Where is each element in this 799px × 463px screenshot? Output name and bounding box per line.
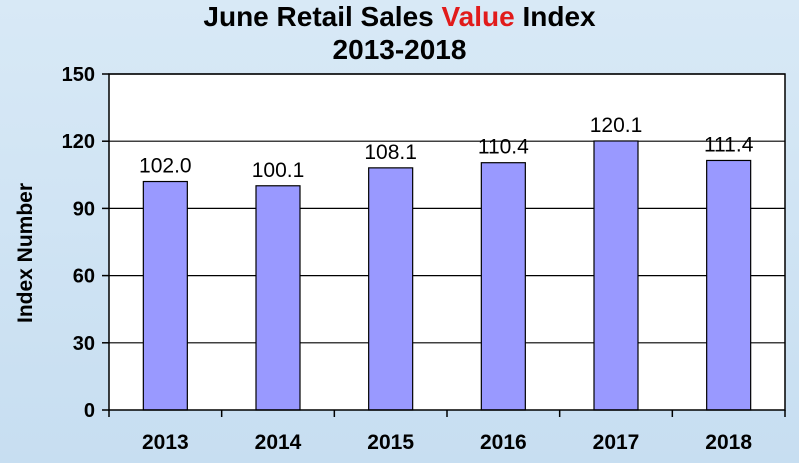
value-label-2017: 120.1 — [590, 114, 643, 137]
bar-2016 — [480, 162, 526, 411]
plot-border — [108, 73, 786, 411]
y-axis-label: Index Number — [14, 183, 37, 323]
x-tick-label-2014: 2014 — [255, 431, 302, 454]
y-tick-label-120: 120 — [62, 131, 95, 153]
y-tick-label-150: 150 — [62, 64, 95, 86]
bar-2015 — [368, 167, 414, 411]
chart-title-accent: Value — [441, 1, 515, 32]
chart-title-part1: June Retail Sales — [203, 1, 434, 32]
plot-background — [109, 74, 785, 410]
bars-group — [142, 140, 752, 411]
value-label-2018: 111.4 — [704, 133, 754, 156]
x-tick-label-2013: 2013 — [142, 431, 189, 454]
chart-title-line2: 2013-2018 — [332, 34, 467, 65]
x-tick-label-2016: 2016 — [480, 431, 527, 454]
value-labels-group: 102.0 100.1 108.1 110.4 120.1 111.4 — [139, 114, 754, 182]
x-tick-label-2018: 2018 — [705, 431, 752, 454]
y-tick-label-90: 90 — [73, 198, 95, 220]
y-tick-label-60: 60 — [73, 266, 95, 288]
chart-title-part2: Index — [522, 1, 596, 32]
value-label-2016: 110.4 — [478, 136, 529, 159]
x-tick-label-2017: 2017 — [593, 431, 640, 454]
bar-2018 — [706, 159, 752, 411]
chart-title-line1: June Retail Sales Value Index — [0, 0, 799, 33]
axes-group: 0 30 60 90 120 150 2013 2014 2015 2016 2017 2018 — [62, 64, 786, 454]
bar-2014 — [255, 185, 301, 411]
value-label-2015: 108.1 — [364, 141, 417, 164]
chart-title: June Retail Sales Value Index 2013-2018 — [0, 0, 799, 67]
y-tick-label-0: 0 — [84, 400, 95, 422]
value-label-2014: 100.1 — [252, 159, 305, 182]
plot-area — [109, 73, 785, 410]
bar-2013 — [142, 180, 188, 411]
y-tick-label-30: 30 — [73, 333, 95, 355]
bar-2017 — [593, 140, 639, 411]
value-label-2013: 102.0 — [139, 155, 192, 178]
x-tick-label-2015: 2015 — [367, 431, 414, 454]
